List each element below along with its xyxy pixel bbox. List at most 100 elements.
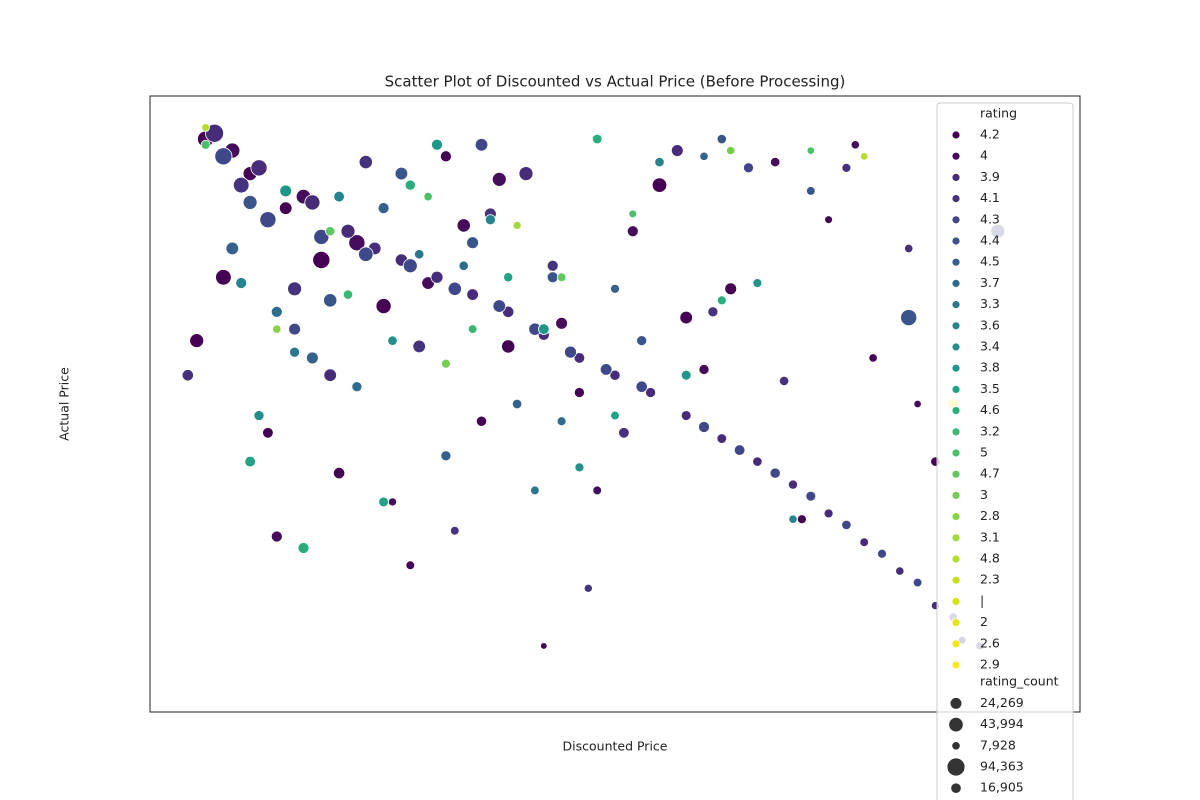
point [860, 152, 869, 161]
point [583, 583, 593, 593]
point [394, 166, 409, 181]
point [501, 339, 516, 354]
y-axis-label: Actual Price [57, 367, 72, 441]
point [289, 346, 301, 358]
point [788, 514, 798, 524]
point [895, 566, 905, 576]
point [591, 133, 603, 145]
point [253, 410, 265, 421]
point [913, 399, 922, 409]
point [841, 519, 852, 531]
point [377, 202, 390, 215]
legend-marker [951, 257, 961, 267]
point [556, 416, 567, 427]
point [270, 305, 283, 318]
legend-label: 3.3 [980, 296, 1000, 311]
legend-marker [951, 342, 961, 352]
legend-marker [951, 490, 961, 500]
point [312, 250, 331, 270]
point [492, 299, 507, 313]
point [340, 223, 356, 239]
size-legend-label: 24,269 [980, 695, 1024, 710]
point [904, 243, 914, 254]
point [716, 295, 727, 306]
point [900, 309, 918, 327]
point [351, 381, 363, 393]
point [287, 281, 303, 297]
point [242, 194, 258, 210]
point [805, 490, 817, 502]
legend-label: 3.5 [980, 381, 1000, 396]
point [859, 537, 869, 548]
point [358, 155, 373, 170]
point [841, 162, 852, 173]
point [599, 363, 613, 376]
point [511, 398, 523, 410]
legend: rating 4.2 4 3.9 4.1 4.3 4.4 4.5 3.7 3.3 3.6 3.4 3.8… [936, 102, 1074, 800]
legend-label: 4.5 [980, 254, 1000, 269]
legend-marker [951, 172, 961, 182]
point [645, 387, 657, 398]
point [787, 479, 799, 490]
legend-marker [951, 427, 961, 437]
point [387, 335, 398, 346]
point [574, 462, 585, 473]
legend-marker [951, 363, 961, 373]
point [743, 162, 754, 174]
point [635, 380, 648, 393]
point [707, 306, 719, 318]
size-legend-marker [946, 757, 966, 777]
point [484, 214, 496, 226]
point [402, 258, 418, 274]
point [474, 138, 489, 152]
point [466, 236, 479, 250]
point [323, 368, 337, 382]
point [235, 277, 248, 289]
legend-marker [951, 151, 961, 161]
legend-label: 4.1 [980, 190, 1000, 205]
point [538, 323, 550, 335]
point [439, 150, 452, 163]
point [806, 146, 815, 155]
legend-label: 2.8 [980, 508, 1000, 523]
point [304, 194, 321, 211]
legend-marker [951, 618, 961, 627]
legend-title: rating [980, 106, 1017, 121]
size-legend-label: 94,363 [980, 759, 1024, 774]
legend-marker [951, 575, 961, 585]
point [323, 293, 338, 308]
point [214, 147, 233, 166]
point [636, 335, 648, 347]
point [555, 317, 568, 330]
point [388, 497, 397, 507]
legend-label: 3.9 [980, 169, 1000, 184]
point [654, 156, 665, 168]
legend-label: 3.8 [980, 360, 1000, 375]
point [769, 467, 781, 479]
legend-marker [951, 384, 961, 394]
point [232, 176, 250, 194]
point [259, 211, 277, 229]
size-legend-marker [950, 782, 962, 794]
point [540, 642, 548, 650]
point [503, 272, 514, 283]
point [564, 345, 577, 359]
point [628, 209, 638, 219]
point [610, 283, 620, 294]
legend-marker [951, 215, 961, 225]
legend-label: 4.8 [980, 551, 1000, 566]
point [333, 190, 345, 203]
size-legend-label: 16,905 [980, 780, 1024, 795]
legend-marker [951, 406, 961, 416]
point [250, 159, 268, 177]
legend-label: 3.1 [980, 529, 1000, 544]
legend-marker [951, 278, 961, 288]
legend-marker [951, 469, 961, 479]
size-legend-label: 7,928 [980, 737, 1016, 752]
point [530, 485, 540, 496]
legend-label: 4.4 [980, 233, 1000, 248]
point [262, 427, 274, 439]
point [823, 508, 834, 519]
point [447, 281, 462, 296]
